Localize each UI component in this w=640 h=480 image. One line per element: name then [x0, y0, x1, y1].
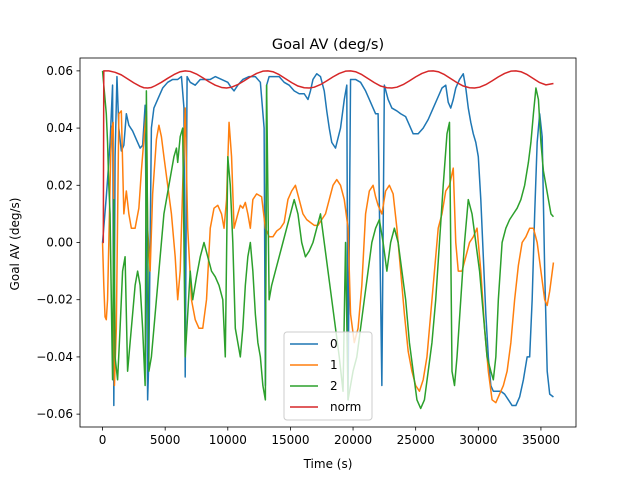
legend-box — [283, 331, 373, 421]
series-line-norm — [102, 70, 554, 244]
x-tick-label: 0 — [99, 433, 107, 447]
x-tick-label: 5000 — [150, 433, 181, 447]
x-tick-label: 10000 — [209, 433, 247, 447]
x-tick-label: 20000 — [334, 433, 372, 447]
x-tick-label: 35000 — [522, 433, 560, 447]
y-tick-label: 0.00 — [46, 236, 73, 250]
x-axis-label: Time (s) — [303, 457, 353, 471]
legend: 0 1 2 norm — [283, 331, 373, 421]
y-tick-label: 0.04 — [46, 121, 73, 135]
y-tick-label: −0.02 — [36, 293, 73, 307]
series-line-0 — [101, 72, 554, 407]
plot-area — [101, 70, 555, 410]
legend-label-norm: norm — [330, 400, 361, 414]
x-tick-label: 30000 — [459, 433, 497, 447]
legend-label-2: 2 — [330, 379, 338, 393]
y-tick-label: −0.04 — [36, 350, 73, 364]
y-tick-label: −0.06 — [36, 407, 73, 421]
x-tick-label: 15000 — [271, 433, 309, 447]
series-line-2 — [101, 70, 555, 410]
axes: 0 5000 10000 15000 20000 25000 30000 35000 −0.06… — [36, 57, 577, 447]
x-tick-label: 25000 — [397, 433, 435, 447]
series-line-1 — [101, 107, 555, 404]
legend-label-1: 1 — [330, 358, 338, 372]
y-axis-label: Goal AV (deg/s) — [8, 198, 22, 291]
chart-title: Goal AV (deg/s) — [272, 37, 384, 53]
legend-label-0: 0 — [330, 337, 338, 351]
y-tick-label: 0.06 — [46, 64, 73, 78]
y-tick-label: 0.02 — [46, 178, 73, 192]
